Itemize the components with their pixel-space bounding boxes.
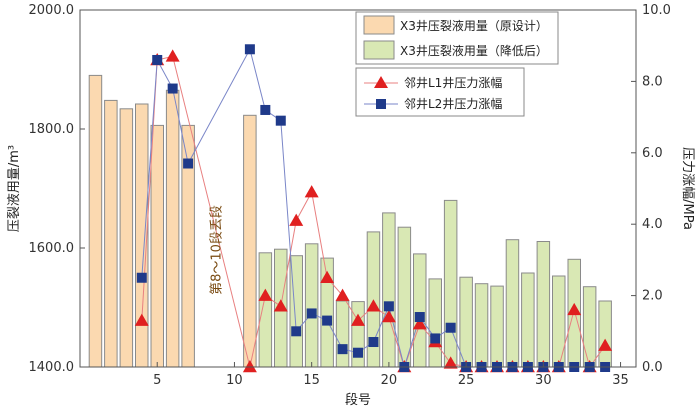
bar-reduced-stage-27 xyxy=(490,285,504,368)
x-tick-label: 25 xyxy=(458,373,475,388)
bar-reduced-stage-29 xyxy=(521,272,535,368)
x-axis-title: 段号 xyxy=(345,393,371,408)
marker-L1-stage-20 xyxy=(381,310,396,323)
bars-layer xyxy=(88,74,612,368)
legend-lines: 邻井L1井压力涨幅 邻井L2井压力涨幅 xyxy=(355,67,525,117)
bar-original-stage-3 xyxy=(119,108,134,368)
marker-L2-stage-5 xyxy=(152,54,163,65)
marker-L1-stage-34 xyxy=(598,338,613,351)
missing-stages-annotation: 第8～10段丢段 xyxy=(210,205,225,295)
plot-frame xyxy=(79,9,637,368)
marker-L1-stage-16 xyxy=(320,270,335,283)
y-right-tick-label: 2.0 xyxy=(642,289,663,304)
bar-reduced-stage-31 xyxy=(552,275,566,368)
marker-L2-stage-7 xyxy=(183,158,194,169)
marker-L2-stage-22 xyxy=(414,312,425,323)
x-tick-label: 10 xyxy=(226,373,243,388)
marker-L2-stage-13 xyxy=(275,115,286,126)
bar-reduced-stage-15 xyxy=(304,243,319,368)
x-axis: 5 10 15 20 25 30 35 xyxy=(153,362,629,388)
y-left-tick-label: 1800.0 xyxy=(29,122,75,137)
legend-bars: X3井压裂液用量（原设计） X3井压裂液用量（降低后） xyxy=(355,11,559,65)
bar-reduced-stage-26 xyxy=(474,283,489,368)
legend-label-L2: 邻井L2井压力涨幅 xyxy=(404,96,502,111)
marker-L1-stage-14 xyxy=(289,213,304,226)
bar-original-stage-2 xyxy=(104,99,118,368)
marker-L2-stage-18 xyxy=(353,347,363,358)
marker-L2-stage-24 xyxy=(445,322,456,333)
marker-L2-stage-6 xyxy=(167,83,178,94)
legend-marker-L1 xyxy=(374,76,388,88)
y-axis-left-title: 压裂液用量/m³ xyxy=(7,145,22,232)
bar-original-stage-11 xyxy=(243,114,257,368)
bar-reduced-stage-30 xyxy=(536,241,551,368)
y-right-tick-label: 4.0 xyxy=(642,217,663,232)
marker-L1-stage-13 xyxy=(273,299,288,312)
marker-L1-stage-19 xyxy=(366,299,381,312)
bar-original-stage-4 xyxy=(135,103,149,368)
bar-reduced-stage-21 xyxy=(397,226,412,368)
bar-reduced-stage-34 xyxy=(598,300,612,368)
bar-reduced-stage-12 xyxy=(258,252,273,368)
legend-swatch-reduced xyxy=(363,40,395,60)
bar-reduced-stage-17 xyxy=(335,300,350,368)
bar-original-stage-6 xyxy=(165,89,180,368)
x-tick-label: 20 xyxy=(381,373,398,388)
legend-marker-L2 xyxy=(376,99,386,109)
y-axis-right: 0.0 2.0 4.0 6.0 8.0 10.0 xyxy=(631,3,671,375)
legend-label-reduced: X3井压裂液用量（降低后） xyxy=(400,43,548,58)
y-axis-right-title: 压力涨幅/MPa xyxy=(680,147,695,230)
bar-reduced-stage-33 xyxy=(582,286,597,368)
marker-L2-stage-19 xyxy=(368,337,379,348)
bar-original-stage-5 xyxy=(150,124,164,368)
y-right-tick-label: 0.0 xyxy=(642,360,663,375)
marker-L2-stage-17 xyxy=(337,344,348,355)
marker-L2-stage-16 xyxy=(322,315,333,326)
marker-L1-stage-17 xyxy=(335,288,350,301)
marker-L1-stage-18 xyxy=(351,313,365,326)
bar-reduced-stage-28 xyxy=(505,239,520,368)
marker-L2-stage-4 xyxy=(136,272,147,283)
bar-reduced-stage-25 xyxy=(459,276,473,368)
marker-L2-stage-15 xyxy=(306,308,317,319)
marker-L1-stage-22 xyxy=(412,317,427,330)
y-axis-left: 1400.0 1600.0 1800.0 2000.0 xyxy=(29,3,85,375)
marker-L1-stage-12 xyxy=(258,288,273,301)
y-left-tick-label: 1400.0 xyxy=(29,360,75,375)
legend-label-L1: 邻井L1井压力涨幅 xyxy=(404,75,502,90)
y-right-tick-label: 8.0 xyxy=(642,74,663,89)
x-tick-label: 30 xyxy=(535,373,552,388)
marker-L1-stage-11 xyxy=(242,360,257,373)
bar-reduced-stage-23 xyxy=(428,278,442,368)
bar-reduced-stage-24 xyxy=(443,199,458,368)
bar-original-stage-1 xyxy=(88,74,103,368)
marker-L1-stage-32 xyxy=(567,302,582,316)
marker-L1-stage-4 xyxy=(134,313,149,326)
y-right-tick-label: 10.0 xyxy=(642,3,671,18)
y-left-tick-label: 2000.0 xyxy=(29,3,75,18)
marker-L2-stage-23 xyxy=(430,333,441,344)
bar-reduced-stage-20 xyxy=(382,212,396,368)
marker-L1-stage-15 xyxy=(304,185,319,198)
y-right-tick-label: 6.0 xyxy=(642,146,663,161)
marker-L2-stage-11 xyxy=(244,44,255,55)
bar-reduced-stage-22 xyxy=(413,253,427,368)
marker-L1-stage-6 xyxy=(165,49,180,62)
y-left-tick-label: 1600.0 xyxy=(29,241,75,256)
legend-swatch-original xyxy=(363,15,395,35)
x-tick-label: 5 xyxy=(153,373,161,388)
marker-L2-stage-14 xyxy=(291,326,302,337)
legend-label-original: X3井压裂液用量（原设计） xyxy=(400,18,548,33)
x-tick-label: 35 xyxy=(612,373,629,388)
marker-L2-stage-12 xyxy=(260,104,271,115)
marker-L2-stage-20 xyxy=(383,301,394,312)
x-tick-label: 15 xyxy=(303,373,320,388)
marker-L1-stage-24 xyxy=(443,356,458,369)
